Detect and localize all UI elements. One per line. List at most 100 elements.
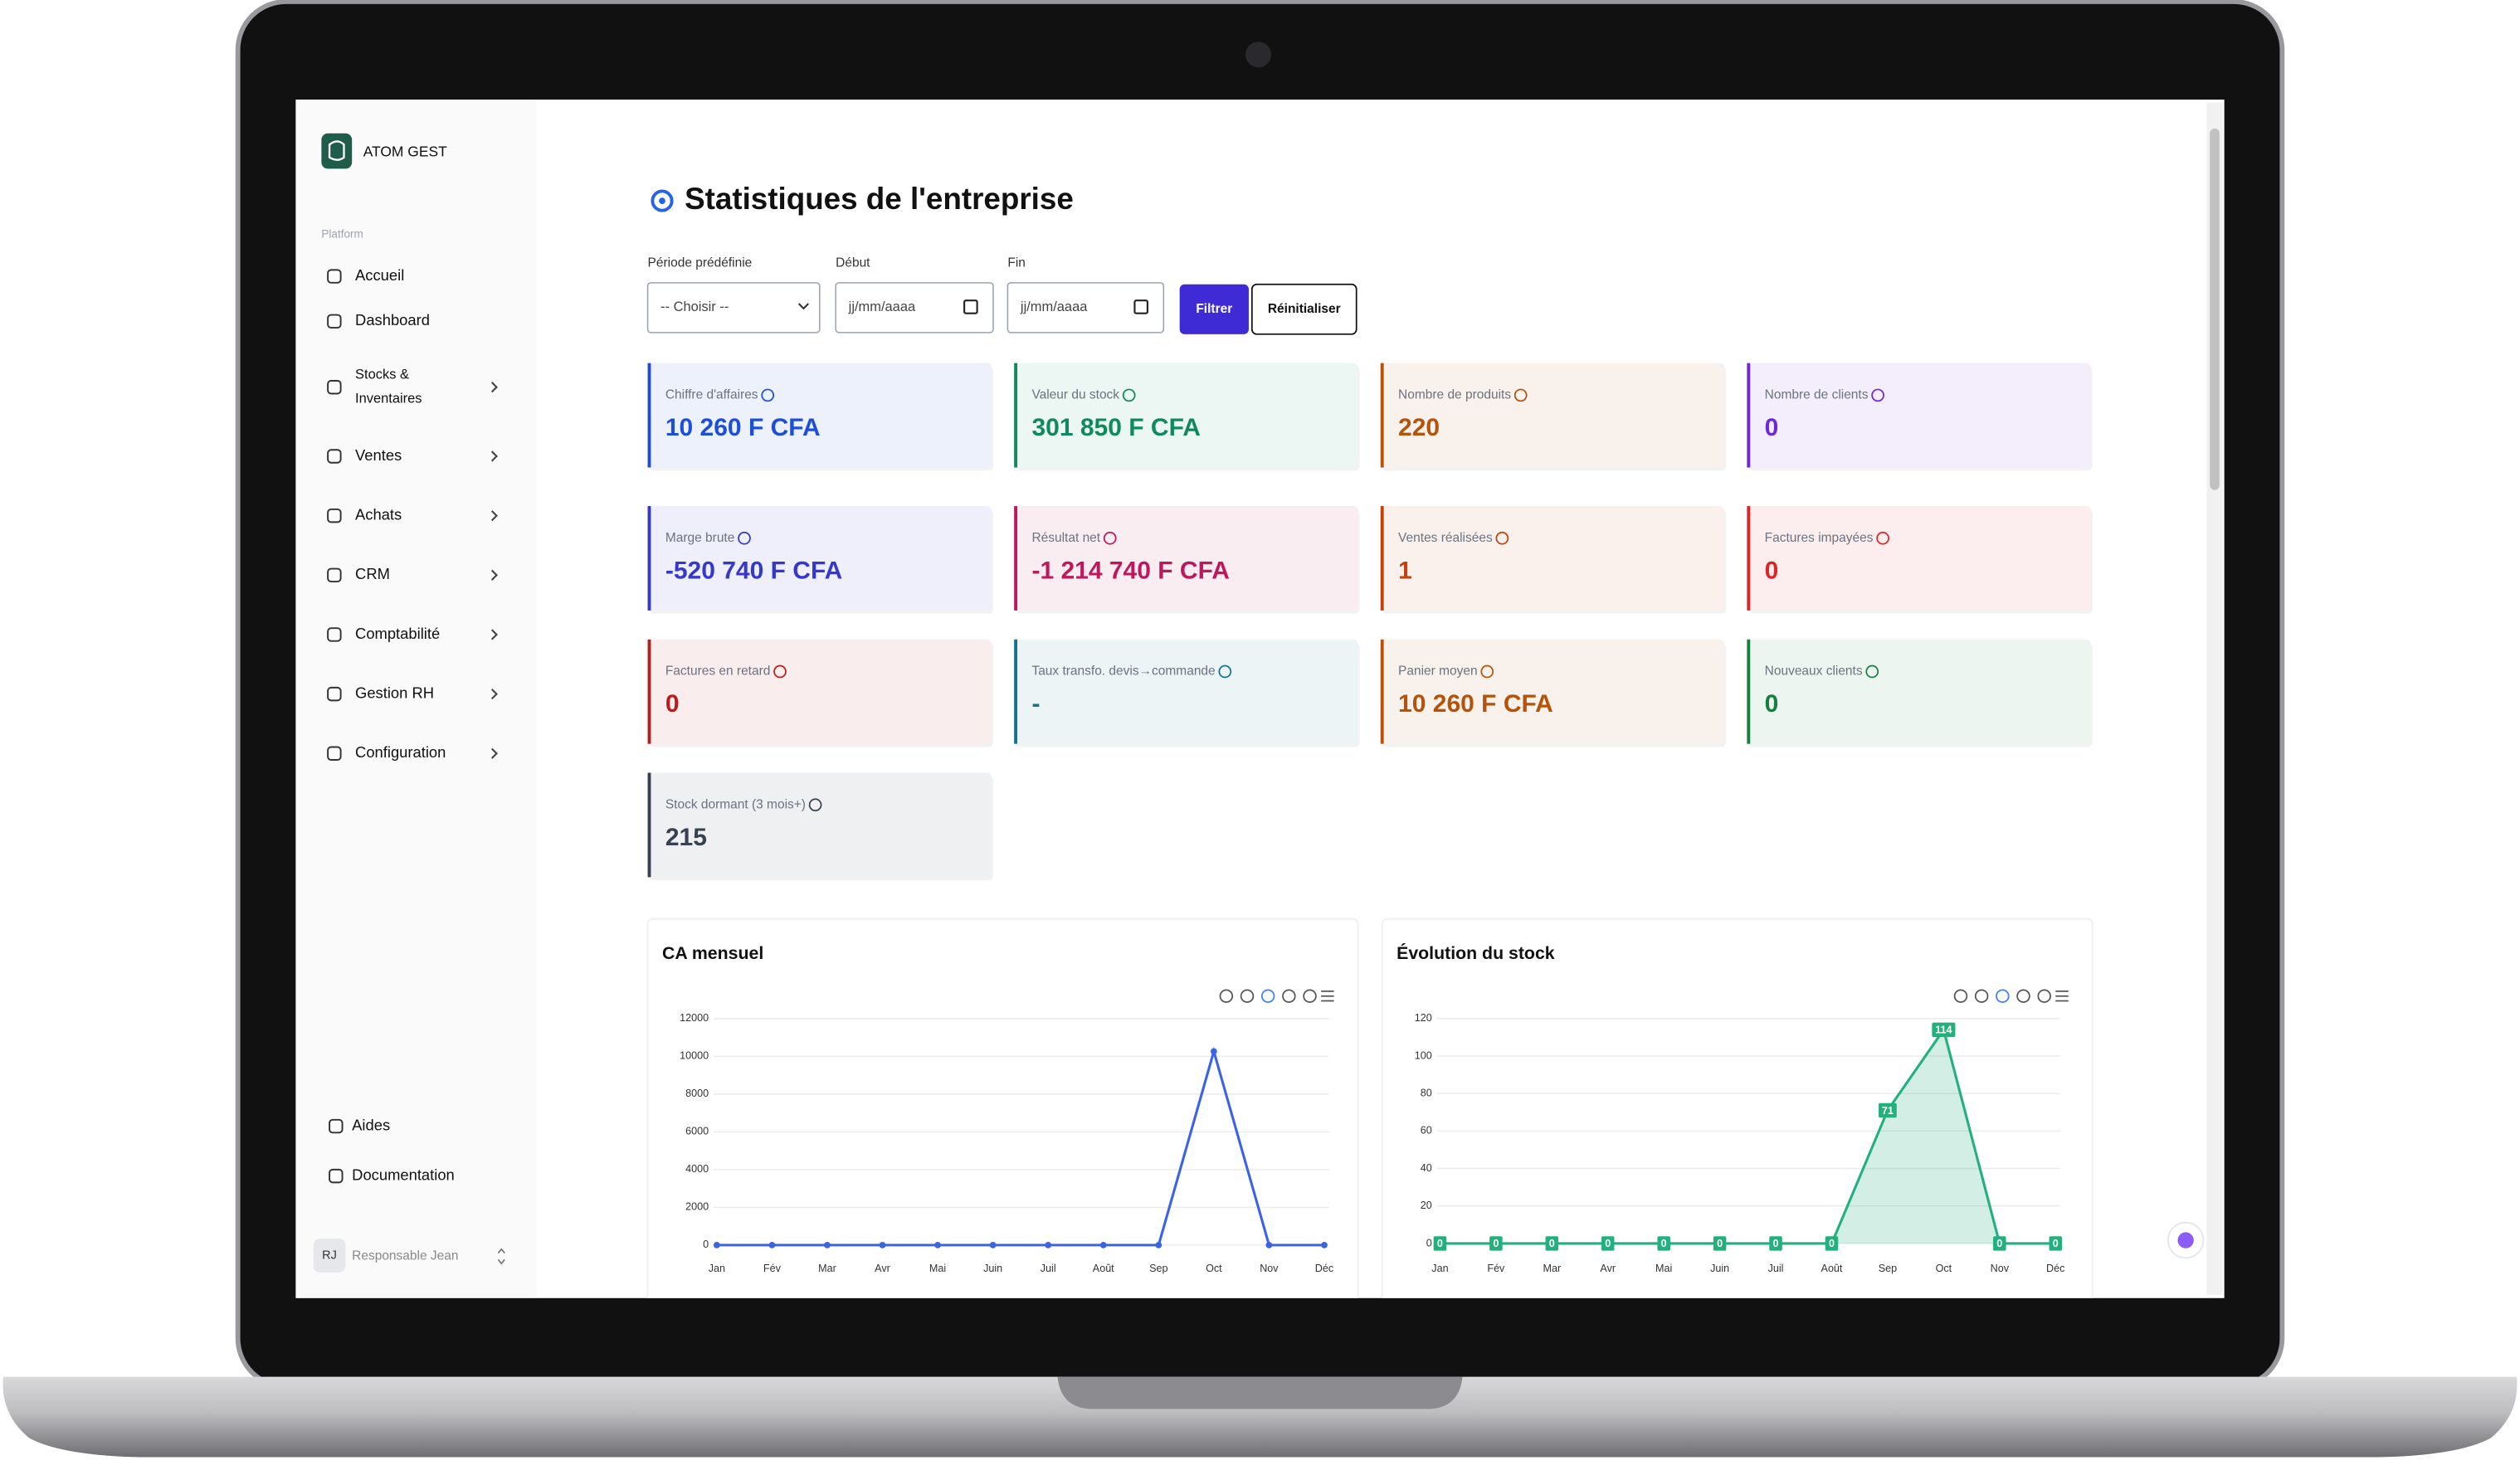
filter-button[interactable] — [1179, 284, 1249, 334]
y-tick-label: 4000 — [685, 1163, 709, 1175]
data-label: 0 — [1773, 1238, 1779, 1249]
card-bg — [647, 639, 992, 744]
chart-toolbar-icon[interactable] — [1974, 989, 1989, 1003]
kpi-card: Nombre de produits 220 — [1380, 363, 1727, 471]
chart-toolbar-icon[interactable] — [1282, 989, 1296, 1003]
reset-button[interactable] — [1250, 283, 1357, 335]
x-tick-label: Oct — [1936, 1263, 1952, 1274]
user-menu-arrows — [497, 1248, 505, 1265]
user-avatar — [313, 1239, 346, 1273]
card-accent — [647, 772, 651, 878]
data-point — [1155, 1242, 1163, 1249]
card-tint — [1014, 506, 1358, 611]
sidebar-item[interactable]: CRM — [355, 565, 390, 582]
card-label: Nombre de clients — [1765, 388, 1869, 402]
data-label-box — [2049, 1236, 2062, 1251]
card-bg — [1014, 506, 1358, 611]
info-icon — [808, 798, 822, 812]
chart-toolbar-icon[interactable] — [2037, 989, 2051, 1003]
y-tick-label: 40 — [1421, 1162, 1432, 1174]
filter-placeholder: -- Choisir -- — [660, 299, 729, 314]
y-tick-label: 80 — [1421, 1088, 1432, 1099]
chart-toolbar-icon[interactable] — [1303, 989, 1317, 1003]
x-tick-label: Juil — [1041, 1263, 1056, 1274]
card-accent — [647, 506, 651, 611]
card-bg — [647, 506, 992, 611]
filter-input[interactable] — [1007, 282, 1165, 333]
laptop-base — [2, 1376, 2518, 1458]
card-tint — [647, 772, 992, 878]
user-name[interactable]: Responsable Jean — [352, 1249, 458, 1263]
sidebar-item[interactable]: Comptabilité — [355, 625, 440, 642]
data-label: 0 — [1829, 1238, 1835, 1249]
data-point — [989, 1242, 997, 1249]
x-tick-label: Août — [1093, 1263, 1114, 1274]
app-logo — [321, 133, 353, 169]
card-bg — [647, 363, 992, 468]
info-icon — [1876, 531, 1889, 545]
card-tint — [1014, 363, 1358, 468]
sidebar-item[interactable]: Gestion RH — [355, 684, 434, 701]
chart-toolbar-icon[interactable] — [1996, 989, 2010, 1003]
card-accent — [1380, 506, 1384, 611]
filter-input[interactable] — [835, 282, 994, 333]
scrollbar-thumb[interactable] — [2210, 128, 2220, 490]
x-tick-label: Jan — [1431, 1263, 1448, 1274]
data-label: 0 — [1437, 1238, 1443, 1249]
select-arrow — [797, 303, 809, 310]
sidebar-icon — [327, 269, 342, 284]
card-accent — [1014, 639, 1018, 744]
y-tick-label: 2000 — [685, 1201, 709, 1213]
card-bg — [647, 772, 992, 878]
chart-toolbar-icon[interactable] — [1240, 989, 1255, 1003]
card-tint — [647, 363, 992, 468]
filter-label: Début — [836, 256, 870, 270]
sidebar-footer-item[interactable]: Aides — [352, 1116, 390, 1133]
data-label-box — [1433, 1236, 1447, 1251]
data-point — [934, 1242, 941, 1249]
y-tick-label: 120 — [1415, 1012, 1432, 1024]
card-value: - — [1031, 690, 1040, 718]
data-point — [768, 1242, 776, 1249]
x-tick-label: Oct — [1206, 1263, 1222, 1274]
info-icon — [1513, 388, 1528, 402]
area-fill — [1440, 1029, 2056, 1244]
x-tick-label: Mar — [818, 1263, 836, 1274]
page-title: Statistiques de l'entreprise — [685, 182, 1074, 216]
x-tick-label: Mai — [929, 1263, 946, 1274]
sidebar-item[interactable]: Ventes — [355, 446, 402, 464]
sidebar-item[interactable]: Configuration — [355, 743, 446, 761]
data-point — [1210, 1048, 1217, 1055]
chart-card — [1381, 918, 2094, 1298]
x-tick-label: Nov — [1991, 1263, 2010, 1274]
data-point — [713, 1242, 720, 1249]
sidebar-item[interactable]: Achats — [355, 506, 402, 523]
chart-menu-icon[interactable] — [2055, 991, 2069, 1002]
sidebar-icon — [327, 380, 342, 395]
chart-menu-icon[interactable] — [1321, 991, 1334, 1002]
card-bg — [1380, 363, 1725, 468]
sidebar-item[interactable]: Accueil — [355, 266, 404, 284]
data-label-box — [1932, 1022, 1956, 1038]
sidebar-item[interactable]: Stocks & Inventaires — [355, 368, 422, 406]
sidebar-item[interactable]: Dashboard — [355, 311, 430, 329]
filter-input[interactable] — [646, 282, 821, 333]
chart-toolbar-icon[interactable] — [1953, 989, 1968, 1003]
y-tick-label: 10000 — [680, 1050, 709, 1062]
sidebar-label: Ventes — [355, 446, 402, 464]
data-label: 114 — [1935, 1025, 1952, 1036]
info-icon — [1218, 664, 1232, 679]
data-label: 0 — [2053, 1238, 2059, 1249]
chart-toolbar-icon[interactable] — [1260, 989, 1275, 1003]
sidebar-icon — [327, 746, 342, 761]
chart-toolbar-icon[interactable] — [1219, 989, 1234, 1003]
chart-panel: CA mensuel 0 2000 4000 6000 8000 10000 12000 Jan… — [646, 918, 1359, 1298]
sidebar-icon — [329, 1168, 344, 1184]
chart-toolbar-icon[interactable] — [2016, 989, 2030, 1003]
info-icon — [1865, 664, 1879, 679]
x-tick-label: Août — [1821, 1263, 1843, 1274]
card-tint — [1014, 639, 1358, 744]
sidebar-section: Platform — [321, 227, 363, 240]
sidebar-footer-item[interactable]: Documentation — [352, 1166, 455, 1183]
